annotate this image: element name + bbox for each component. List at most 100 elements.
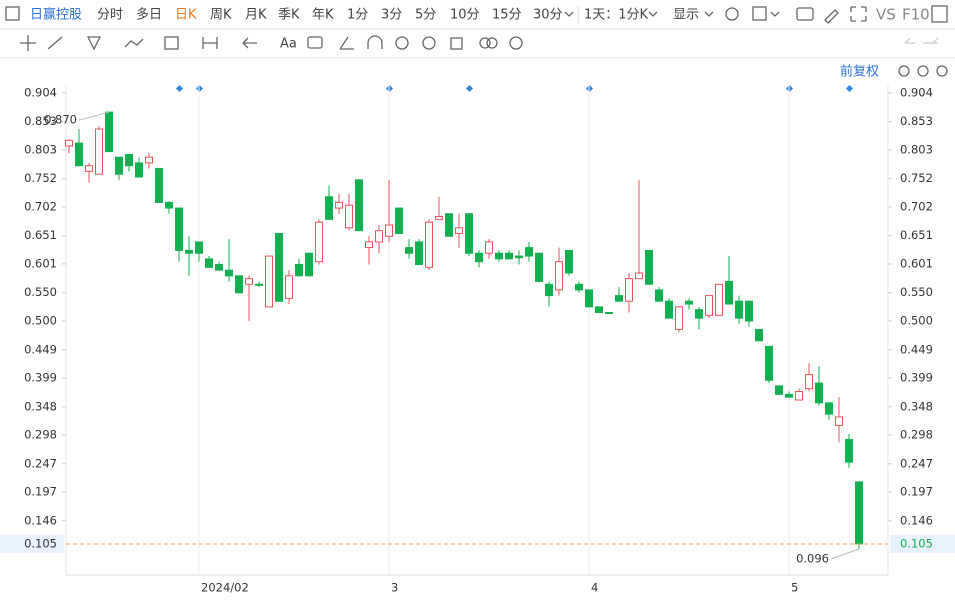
delete-tool[interactable] <box>450 37 463 50</box>
period-tab[interactable]: 日K <box>175 8 197 23</box>
candle-body <box>545 283 553 297</box>
period-tab[interactable]: 10分 <box>450 8 480 23</box>
candle-body <box>385 224 393 237</box>
candle-body <box>345 204 353 229</box>
period-tab[interactable]: 年K <box>312 8 334 23</box>
candle-body <box>255 283 263 286</box>
zoom-out[interactable] <box>917 65 929 77</box>
compare-tool[interactable] <box>486 37 498 49</box>
candle-body <box>295 264 303 277</box>
period-tab[interactable]: 30分 <box>533 8 563 23</box>
panel-icon[interactable] <box>931 5 948 23</box>
candle-body <box>485 241 493 254</box>
event-marker[interactable] <box>465 84 474 93</box>
reset-icon[interactable] <box>898 65 910 77</box>
y-tick-label: 0.601 <box>24 256 57 270</box>
y-tick-label: 0.702 <box>24 199 57 213</box>
last-price-box <box>890 534 955 553</box>
compare-tool[interactable] <box>479 37 491 49</box>
y-tick-label: 0.500 <box>900 313 933 327</box>
candle-body <box>495 252 503 260</box>
period-tab[interactable]: 15分 <box>492 8 522 23</box>
stock-name[interactable]: 日赢控股 <box>30 7 82 23</box>
candle-body <box>565 249 573 274</box>
y-tick-label: 0.752 <box>24 171 57 185</box>
candle-body <box>825 402 833 415</box>
candle-body <box>665 300 673 319</box>
event-marker[interactable] <box>175 84 184 93</box>
candle-body <box>395 207 403 234</box>
candle-body <box>185 249 193 254</box>
period-tab[interactable]: 多日 <box>136 7 162 23</box>
candle-body <box>615 295 623 302</box>
candle-body <box>815 382 823 404</box>
period-tab[interactable]: 5分 <box>415 8 436 23</box>
period-tab[interactable]: 1分 <box>347 8 368 23</box>
y-tick-label: 0.702 <box>900 199 933 213</box>
candle-body <box>145 156 153 164</box>
arrow-tool[interactable] <box>242 37 257 49</box>
candle-body <box>355 179 363 232</box>
note-tool[interactable] <box>307 36 323 49</box>
range-tool[interactable] <box>202 37 218 49</box>
sidebar-toggle[interactable] <box>5 6 20 21</box>
period-tab[interactable]: 月K <box>245 8 267 23</box>
draw-icon[interactable] <box>824 9 839 24</box>
shape-tool[interactable] <box>86 36 102 51</box>
candle-body <box>205 258 213 268</box>
y-tick-label: 0.298 <box>900 428 933 442</box>
candle-body <box>695 309 703 319</box>
hide-tool[interactable] <box>422 36 436 50</box>
angle-tool[interactable] <box>339 36 354 50</box>
compare-button[interactable]: VS <box>876 6 896 24</box>
candle-body <box>555 261 563 291</box>
text-tool[interactable]: Aa <box>280 37 297 52</box>
adjust-mode[interactable]: 前复权 <box>840 64 879 80</box>
lock-tool[interactable] <box>395 36 409 50</box>
fullscreen-icon[interactable] <box>850 6 867 22</box>
y-tick-label: 0.803 <box>24 142 57 156</box>
candle-body <box>785 393 793 398</box>
magnet-tool[interactable] <box>367 35 383 49</box>
camera-icon[interactable] <box>796 7 814 21</box>
wave-tool[interactable] <box>124 38 144 48</box>
candle-body <box>365 241 373 249</box>
period-tab[interactable]: 分时 <box>97 8 123 23</box>
period-tab[interactable]: 周K <box>210 8 232 23</box>
y-tick-label: 0.601 <box>900 256 933 270</box>
period-tab[interactable]: 季K <box>278 8 300 23</box>
zoom-in[interactable] <box>936 65 948 77</box>
y-tick-label: 0.348 <box>900 399 933 413</box>
x-tick-label: 5 <box>791 581 798 595</box>
color-icon[interactable] <box>752 6 767 21</box>
event-marker[interactable] <box>845 84 854 93</box>
interval-select[interactable]: 1天：1分K <box>584 8 649 23</box>
y-tick-label: 0.146 <box>24 513 57 527</box>
candle-body <box>195 241 203 254</box>
candle-body <box>635 272 643 280</box>
candle-body <box>335 201 343 209</box>
y-tick-label: 0.197 <box>900 485 933 499</box>
period-tab[interactable]: 3分 <box>381 8 402 23</box>
candle-body <box>125 153 133 167</box>
display-menu[interactable]: 显示 <box>673 8 699 23</box>
line-tool[interactable] <box>47 36 63 50</box>
low-label: 0.096 <box>796 552 829 566</box>
candle-body <box>845 439 853 463</box>
chart-settings[interactable] <box>509 36 523 50</box>
candle-body <box>75 142 83 167</box>
candle-body <box>465 213 473 254</box>
y-tick-label: 0.449 <box>24 342 57 356</box>
y-tick-label: 0.651 <box>24 228 57 242</box>
candle-body <box>375 230 383 243</box>
settings-icon[interactable] <box>725 7 739 21</box>
f10-button[interactable]: F10 <box>902 6 930 24</box>
undo-redo[interactable] <box>904 37 939 44</box>
measure-tool[interactable] <box>164 36 179 50</box>
low-leader <box>830 548 860 560</box>
y-tick-label: 0.449 <box>900 342 933 356</box>
candle-body <box>265 255 273 308</box>
move-icon[interactable] <box>20 35 36 51</box>
